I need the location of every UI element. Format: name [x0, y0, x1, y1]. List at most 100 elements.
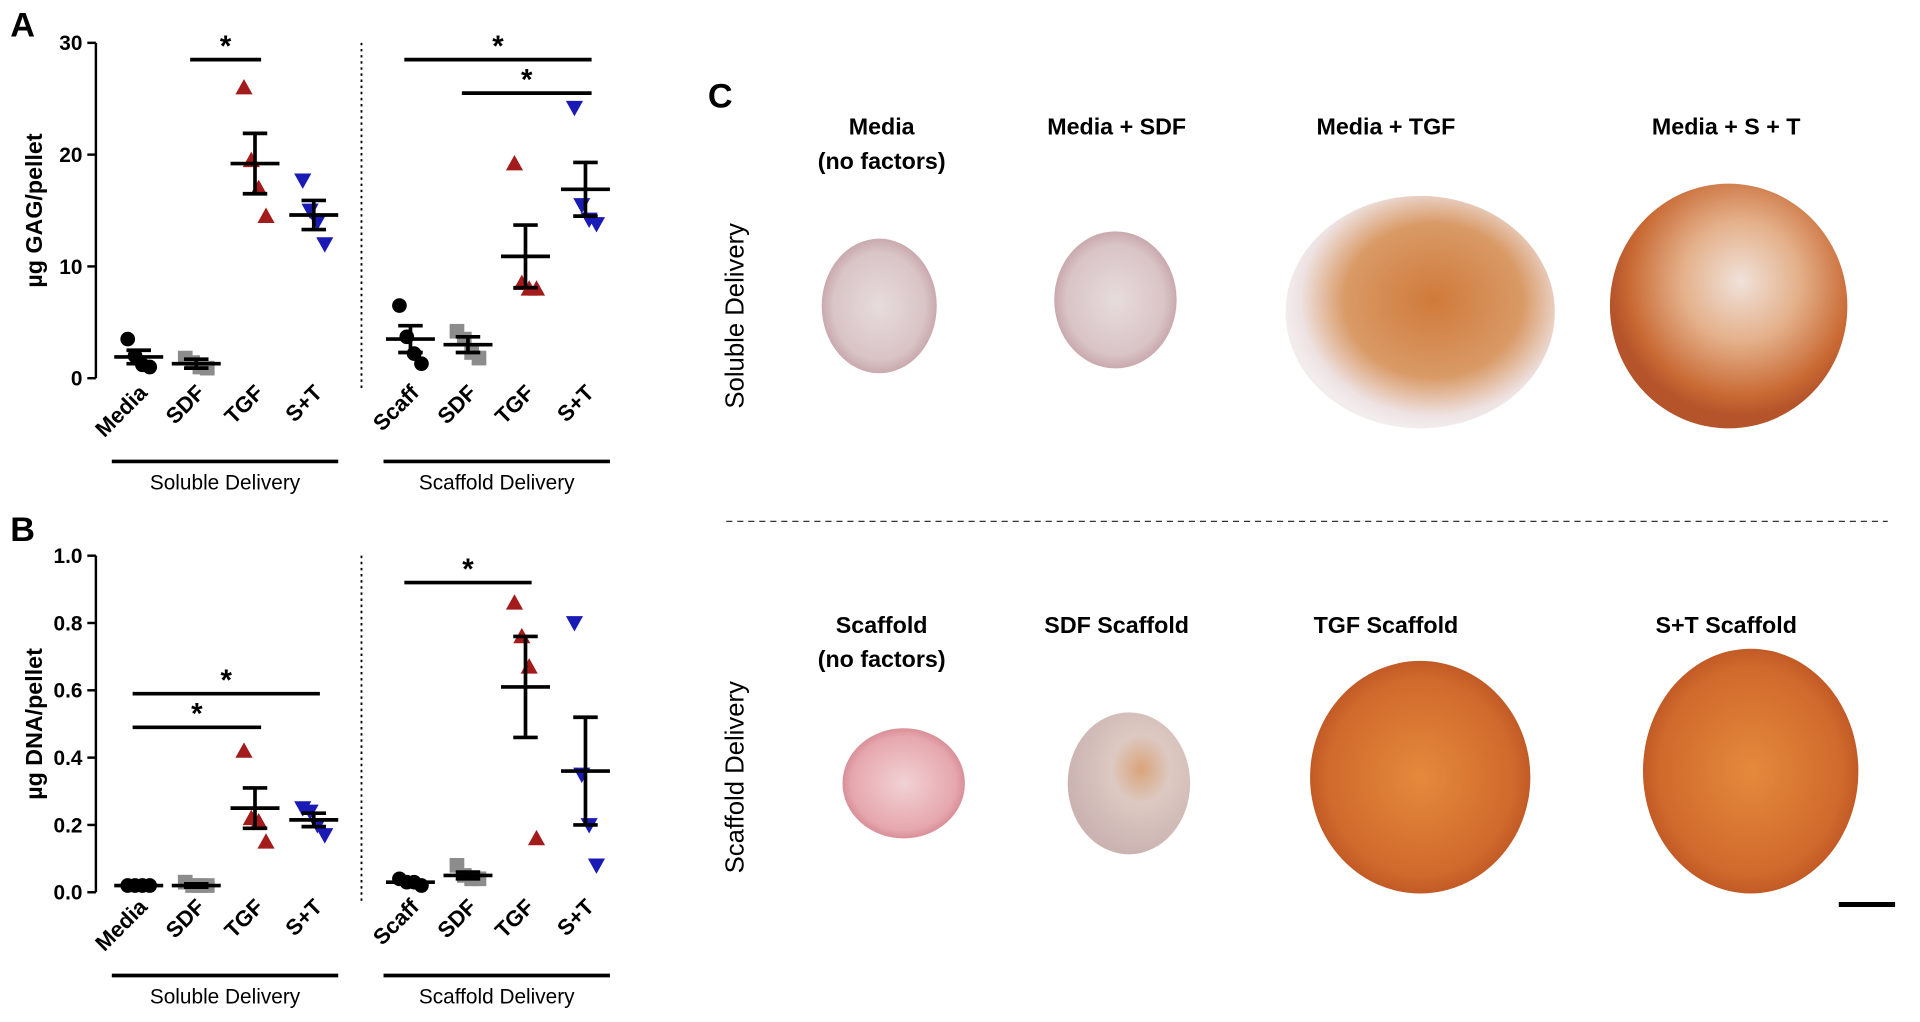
error-bar: [126, 348, 151, 366]
row-label: Soluble Delivery: [721, 223, 749, 409]
data-point: [471, 350, 487, 366]
x-tick-label: S+T: [552, 894, 599, 941]
error-bar: [513, 634, 538, 740]
error-bar: [184, 882, 209, 890]
error-bar: [301, 811, 326, 829]
y-tick-label: 30: [59, 32, 82, 55]
group-label: Soluble Delivery: [150, 472, 301, 495]
error-bar: [455, 870, 481, 881]
group-label: Scaffold Delivery: [419, 986, 575, 1009]
tissue-images: [821, 183, 1859, 894]
panel-label: B: [10, 511, 35, 549]
column-label: (no factors): [818, 646, 946, 672]
data-point: [587, 217, 606, 233]
x-tick-label: S+T: [552, 380, 599, 427]
error-bar: [573, 715, 598, 827]
data-point: [235, 78, 253, 95]
pellet-image: [821, 238, 937, 374]
y-axis-label: µg DNA/pellet: [21, 648, 47, 800]
data-point: [316, 828, 334, 844]
error-bar: [184, 357, 209, 370]
x-tick-label: Media: [90, 379, 152, 441]
error-bar: [242, 131, 268, 196]
error-bar: [301, 198, 326, 232]
pellet-image: [1067, 712, 1191, 855]
x-tick-label: TGF: [220, 380, 269, 429]
group-label: Scaffold Delivery: [419, 472, 575, 495]
panel-label: A: [10, 7, 35, 45]
pellet-image: [1642, 648, 1859, 894]
column-label: (no factors): [818, 148, 946, 174]
y-tick-label: 0: [71, 368, 83, 391]
data-point: [520, 658, 538, 674]
x-tick-label: SDF: [432, 380, 481, 429]
y-axis-label: µg GAG/pellet: [21, 133, 47, 287]
data-point: [587, 858, 606, 874]
x-tick-label: SDF: [161, 894, 210, 943]
x-tick-label: Scaff: [368, 894, 424, 950]
data-point: [120, 331, 136, 347]
significance-label: *: [492, 30, 504, 63]
column-label: S+T Scaffold: [1655, 612, 1796, 638]
data-point: [392, 298, 407, 313]
data-point: [527, 829, 546, 846]
y-tick-label: 0.2: [54, 814, 83, 837]
column-label: Media + S + T: [1652, 114, 1801, 140]
pellet-image: [1054, 231, 1177, 369]
x-tick-label: TGF: [490, 894, 539, 943]
y-tick-label: 20: [59, 144, 82, 167]
column-label: Media + TGF: [1316, 114, 1455, 140]
error-bar: [398, 323, 423, 355]
x-tick-label: TGF: [220, 894, 269, 943]
data-point: [505, 594, 524, 610]
data-point: [565, 616, 584, 632]
x-tick-label: TGF: [490, 380, 539, 429]
column-label: Media + SDF: [1047, 114, 1186, 140]
pellet-image: [1310, 660, 1531, 894]
data-point: [565, 100, 584, 117]
significance-label: *: [221, 664, 233, 697]
x-tick-label: S+T: [280, 894, 327, 941]
data-point: [316, 237, 334, 253]
y-tick-label: 1.0: [54, 545, 83, 568]
pellet-image: [842, 728, 965, 839]
error-bar: [573, 160, 598, 218]
x-tick-label: Scaff: [368, 380, 424, 436]
error-bar: [242, 786, 268, 831]
y-tick-label: 0.6: [54, 680, 83, 703]
y-tick-label: 0.4: [54, 747, 83, 770]
data-point: [257, 207, 275, 223]
error-bar: [513, 223, 538, 290]
data-point: [414, 356, 429, 372]
data-point: [257, 833, 275, 849]
data-point: [573, 198, 591, 214]
significance-label: *: [191, 698, 203, 731]
data-point: [294, 173, 312, 189]
column-label: Scaffold: [836, 612, 928, 638]
x-tick-label: S+T: [280, 380, 327, 427]
column-label: SDF Scaffold: [1044, 612, 1189, 638]
group-label: Soluble Delivery: [150, 986, 301, 1009]
error-bar: [126, 882, 151, 889]
significance-label: *: [220, 30, 232, 63]
error-bar: [455, 335, 481, 355]
data-point: [235, 742, 253, 758]
pellet-image: [1609, 183, 1848, 429]
column-label: Media: [849, 114, 916, 140]
y-tick-label: 10: [59, 256, 82, 279]
data-point: [505, 155, 524, 171]
panel-label: C: [708, 78, 733, 116]
row-label: Scaffold Delivery: [721, 681, 749, 873]
y-tick-label: 0.0: [54, 882, 83, 905]
x-tick-label: Media: [90, 894, 152, 956]
significance-label: *: [521, 63, 533, 96]
x-tick-label: SDF: [432, 894, 481, 943]
pellet-image: [1285, 195, 1555, 429]
significance-label: *: [462, 553, 474, 586]
x-tick-label: SDF: [161, 380, 210, 429]
column-label: TGF Scaffold: [1314, 612, 1459, 638]
y-tick-label: 0.8: [54, 612, 83, 635]
error-bar: [398, 878, 423, 886]
